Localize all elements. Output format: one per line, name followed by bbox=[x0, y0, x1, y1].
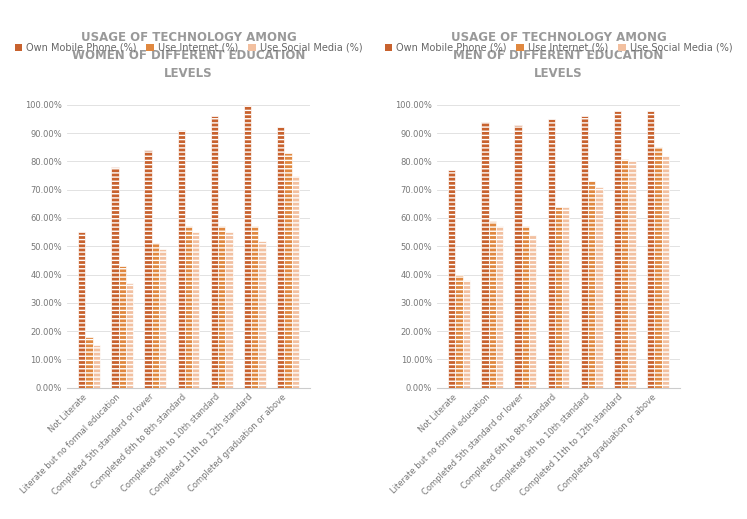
Bar bbox=[85, 337, 93, 388]
Bar bbox=[521, 226, 529, 388]
Bar bbox=[291, 175, 299, 388]
Bar bbox=[622, 159, 628, 388]
Bar bbox=[462, 280, 470, 388]
Bar bbox=[529, 235, 536, 388]
Bar bbox=[481, 122, 489, 388]
Legend: Own Mobile Phone (%), Use Internet (%), Use Social Media (%): Own Mobile Phone (%), Use Internet (%), … bbox=[10, 39, 366, 57]
Bar bbox=[218, 226, 226, 388]
Title: USAGE OF TECHNOLOGY AMONG
MEN OF DIFFERENT EDUCATION
LEVELS: USAGE OF TECHNOLOGY AMONG MEN OF DIFFERE… bbox=[450, 31, 666, 80]
Bar bbox=[562, 207, 569, 388]
Bar bbox=[111, 167, 119, 388]
Bar bbox=[251, 226, 258, 388]
Bar bbox=[152, 243, 159, 388]
Bar bbox=[555, 207, 562, 388]
Bar bbox=[489, 221, 496, 388]
Bar bbox=[185, 226, 192, 388]
Bar bbox=[628, 161, 636, 388]
Bar bbox=[588, 181, 595, 388]
Bar bbox=[285, 153, 291, 388]
Bar bbox=[654, 147, 662, 388]
Bar bbox=[515, 125, 521, 388]
Bar bbox=[211, 116, 218, 388]
Title: USAGE OF TECHNOLOGY AMONG
WOMEN OF DIFFERENT EDUCATION
LEVELS: USAGE OF TECHNOLOGY AMONG WOMEN OF DIFFE… bbox=[72, 31, 306, 80]
Bar bbox=[580, 116, 588, 388]
Bar bbox=[662, 156, 669, 388]
Bar bbox=[258, 241, 266, 388]
Bar bbox=[159, 249, 167, 388]
Bar bbox=[647, 111, 654, 388]
Bar bbox=[456, 275, 462, 388]
Bar bbox=[244, 105, 251, 388]
Bar bbox=[226, 232, 232, 388]
Bar bbox=[496, 226, 503, 388]
Bar bbox=[614, 111, 622, 388]
Bar bbox=[144, 150, 152, 388]
Bar bbox=[93, 345, 100, 388]
Bar bbox=[178, 130, 185, 388]
Legend: Own Mobile Phone (%), Use Internet (%), Use Social Media (%): Own Mobile Phone (%), Use Internet (%), … bbox=[381, 39, 737, 57]
Bar bbox=[277, 128, 285, 388]
Bar bbox=[595, 187, 603, 388]
Bar bbox=[548, 119, 555, 388]
Bar bbox=[78, 232, 85, 388]
Bar bbox=[119, 266, 125, 388]
Bar bbox=[192, 232, 199, 388]
Bar bbox=[125, 283, 133, 388]
Bar bbox=[448, 170, 456, 388]
